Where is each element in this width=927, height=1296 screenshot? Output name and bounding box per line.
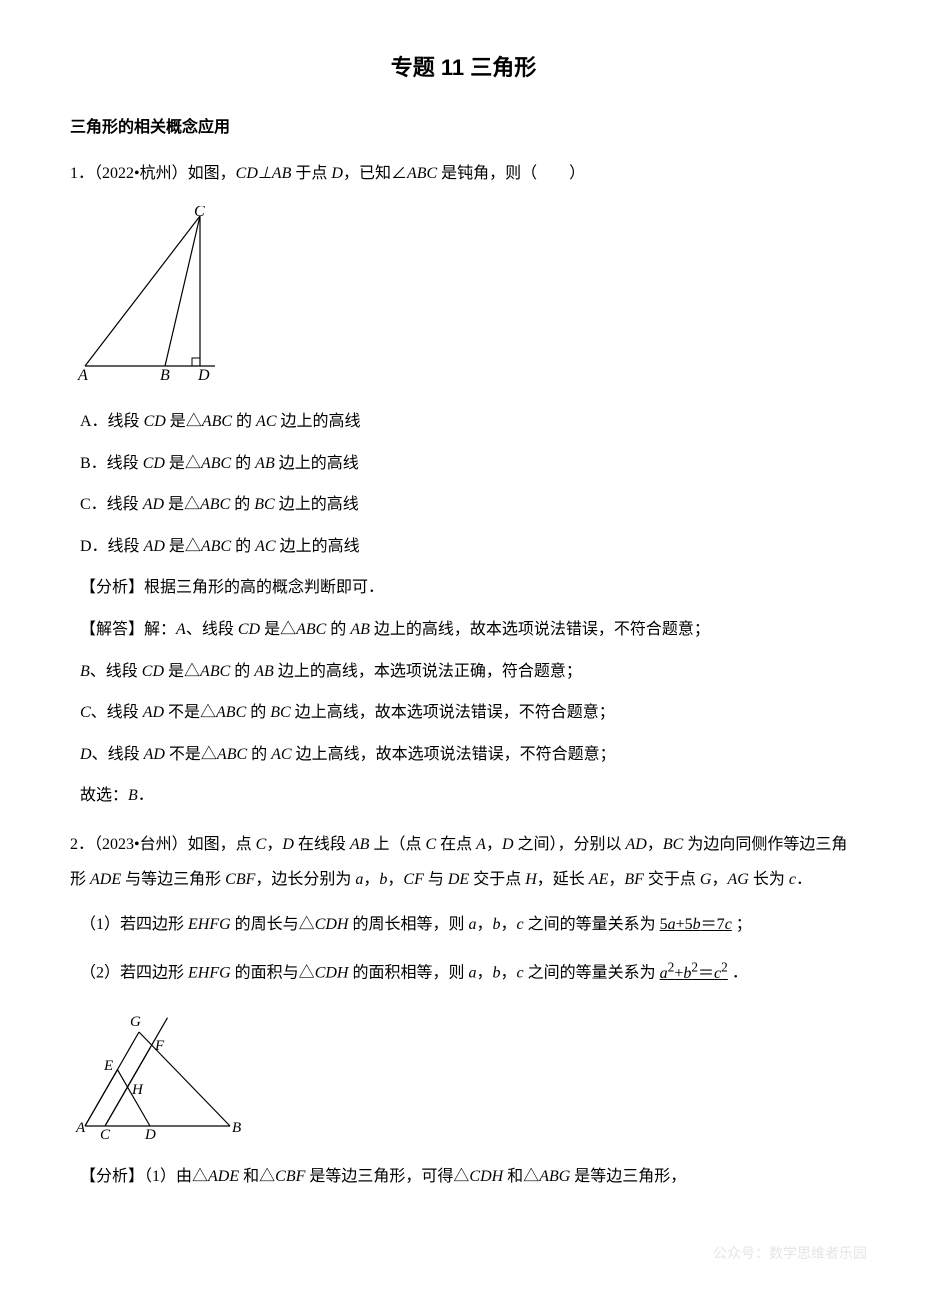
page-title: 专题 11 三角形 xyxy=(70,50,857,85)
q1-analysis: 【分析】根据三角形的高的概念判断即可． xyxy=(80,567,857,609)
q2-fig-label-F: F xyxy=(154,1038,165,1054)
q2-source: （2023•台州） xyxy=(94,836,188,853)
section-heading: 三角形的相关概念应用 xyxy=(70,115,857,141)
q1-fig-label-C: C xyxy=(194,206,205,220)
q1-solution-D: D、线段 AD 不是△ABC 的 AC 边上高线，故本选项说法错误，不符合题意； xyxy=(80,734,857,776)
q2-sub1-answer: 5a+5b＝7c xyxy=(660,916,732,933)
q2-sub1: （1）若四边形 EHFG 的周长与△CDH 的周长相等，则 a，b，c 之间的等… xyxy=(80,907,857,942)
q1-source: （2022•杭州） xyxy=(94,165,188,182)
q1-fig-label-A: A xyxy=(77,367,88,384)
q1-number: 1． xyxy=(70,165,94,182)
q2-sub2: （2）若四边形 EHFG 的面积与△CDH 的面积相等，则 a，b，c 之间的等… xyxy=(80,952,857,991)
q1-option-A: A．线段 CD 是△ABC 的 AC 边上的高线 xyxy=(80,401,857,443)
q2-fig-label-A: A xyxy=(75,1120,86,1136)
q1-solution-B: B、线段 CD 是△ABC 的 AB 边上的高线，本选项说法正确，符合题意； xyxy=(80,651,857,693)
q2-fig-label-H: H xyxy=(131,1082,144,1098)
q1-fig-label-D: D xyxy=(197,367,210,384)
question-1: 1．（2022•杭州）如图，CD⊥AB 于点 D，已知∠ABC 是钝角，则（ ） xyxy=(70,156,857,191)
q2-fig-label-E: E xyxy=(103,1058,113,1074)
q2-sub2-answer: a2+b2＝c2 xyxy=(660,965,728,982)
q1-conclusion: 故选：B． xyxy=(80,775,857,817)
q1-option-D: D．线段 AD 是△ABC 的 AC 边上的高线 xyxy=(80,526,857,568)
q1-solution-header: 【解答】解：A、线段 CD 是△ABC 的 AB 边上的高线，故本选项说法错误，… xyxy=(80,609,857,651)
watermark: 公众号：数学思维者乐园 xyxy=(713,1244,867,1266)
q2-fig-label-B: B xyxy=(232,1120,241,1136)
q2-fig-label-G: G xyxy=(130,1014,141,1030)
q1-solution-C: C、线段 AD 不是△ABC 的 BC 边上高线，故本选项说法错误，不符合题意； xyxy=(80,692,857,734)
q2-analysis: 【分析】（1）由△ADE 和△CBF 是等边三角形，可得△CDH 和△ABG 是… xyxy=(80,1156,857,1198)
q1-option-C: C．线段 AD 是△ABC 的 BC 边上的高线 xyxy=(80,484,857,526)
q1-fig-label-B: B xyxy=(160,367,170,384)
q1-option-B: B．线段 CD 是△ABC 的 AB 边上的高线 xyxy=(80,443,857,485)
q2-number: 2． xyxy=(70,836,94,853)
q1-figure: A B C D xyxy=(70,206,857,386)
q2-figure: A B C D E F G H xyxy=(70,1006,857,1141)
q2-fig-label-C: C xyxy=(100,1127,111,1141)
q2-fig-label-D: D xyxy=(144,1127,156,1141)
question-2: 2．（2023•台州）如图，点 C，D 在线段 AB 上（点 C 在点 A，D … xyxy=(70,827,857,897)
